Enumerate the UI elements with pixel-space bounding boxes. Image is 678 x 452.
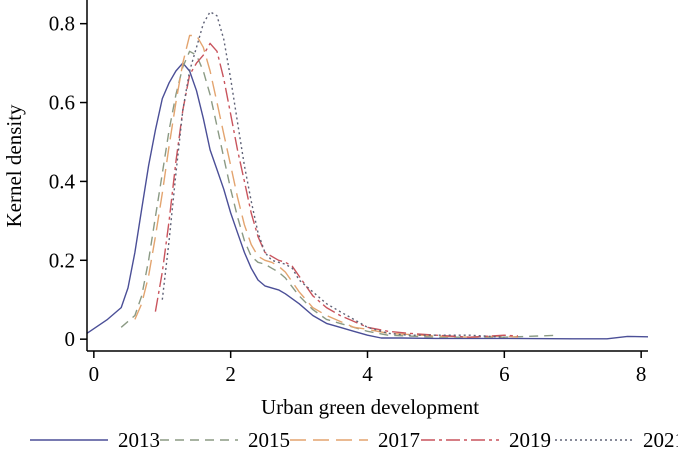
x-tick-label: 6	[499, 362, 510, 386]
legend-label-2019: 2019	[509, 428, 551, 452]
x-tick-label: 2	[225, 362, 236, 386]
y-tick-label: 0	[65, 327, 76, 351]
legend-label-2021: 2021	[643, 428, 678, 452]
legend: 2013 2015 2017 2019 2021	[30, 428, 678, 452]
y-ticks: 0 0.2 0.4 0.6 0.8	[49, 12, 87, 351]
series-line-2015	[120, 50, 560, 338]
y-tick-label: 0.8	[49, 12, 75, 36]
x-axis-label: Urban green development	[261, 395, 479, 419]
y-tick-label: 0.4	[49, 169, 76, 193]
legend-label-2013: 2013	[118, 428, 160, 452]
y-tick-label: 0.6	[49, 91, 75, 115]
x-tick-label: 8	[636, 362, 647, 386]
y-tick-label: 0.2	[49, 248, 75, 272]
legend-label-2015: 2015	[248, 428, 290, 452]
axes	[86, 0, 648, 352]
plot-series	[86, 11, 649, 340]
series-line-2019	[154, 42, 519, 338]
x-ticks: 0 2 4 6 8	[89, 351, 647, 386]
y-axis-label: Kernel density	[2, 104, 26, 228]
series-line-2021	[161, 11, 505, 338]
x-tick-label: 0	[89, 362, 100, 386]
series-line-2013	[86, 62, 649, 340]
x-tick-label: 4	[362, 362, 373, 386]
series-line-2017	[134, 34, 519, 338]
legend-label-2017: 2017	[378, 428, 420, 452]
